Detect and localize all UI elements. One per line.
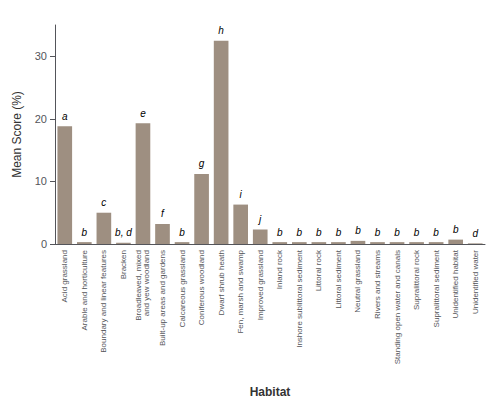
svg-text:0: 0 xyxy=(41,238,47,250)
svg-text:Built-up areas and gardens: Built-up areas and gardens xyxy=(158,250,167,346)
svg-text:Calcareous grassland: Calcareous grassland xyxy=(178,250,187,327)
svg-text:Supralittoral sediment: Supralittoral sediment xyxy=(432,249,441,327)
svg-text:g: g xyxy=(199,158,205,169)
svg-text:Unidentified habitat: Unidentified habitat xyxy=(451,249,460,318)
svg-text:Dwarf shrub heath: Dwarf shrub heath xyxy=(217,250,226,315)
svg-text:j: j xyxy=(257,214,262,225)
svg-text:b: b xyxy=(82,227,88,238)
svg-text:b: b xyxy=(414,227,420,238)
svg-text:Fen, marsh and swamp: Fen, marsh and swamp xyxy=(236,249,245,333)
svg-text:b: b xyxy=(375,227,381,238)
svg-text:b: b xyxy=(394,227,400,238)
svg-text:Broadleaved, mixed: Broadleaved, mixed xyxy=(134,250,144,321)
svg-text:a: a xyxy=(62,111,68,122)
svg-text:c: c xyxy=(101,197,106,208)
svg-text:Habitat: Habitat xyxy=(250,385,291,399)
svg-text:b: b xyxy=(316,227,322,238)
svg-text:10: 10 xyxy=(35,175,47,187)
svg-text:d: d xyxy=(472,228,478,239)
svg-text:20: 20 xyxy=(35,113,47,125)
svg-text:Unidentified water: Unidentified water xyxy=(471,250,480,314)
svg-text:Littoral sediment: Littoral sediment xyxy=(334,249,343,308)
svg-text:b: b xyxy=(277,227,283,238)
svg-text:b: b xyxy=(433,227,439,238)
svg-text:b: b xyxy=(297,227,303,238)
svg-text:Bracken: Bracken xyxy=(119,250,128,279)
svg-text:h: h xyxy=(218,25,224,36)
svg-text:Inshore sublittoral sediment: Inshore sublittoral sediment xyxy=(295,249,304,348)
svg-text:Coniferous woodland: Coniferous woodland xyxy=(197,250,206,325)
svg-text:i: i xyxy=(240,189,243,200)
svg-text:Mean Score (%): Mean Score (%) xyxy=(10,91,24,178)
svg-text:Rivers and streams: Rivers and streams xyxy=(373,250,382,319)
svg-text:Boundary and linear features: Boundary and linear features xyxy=(99,250,108,353)
svg-text:b: b xyxy=(336,227,342,238)
svg-text:Standing open water and canals: Standing open water and canals xyxy=(393,250,402,364)
svg-text:Improved grassland: Improved grassland xyxy=(256,250,265,320)
svg-text:Inland rock: Inland rock xyxy=(275,249,284,289)
svg-text:Neutral grassland: Neutral grassland xyxy=(353,250,362,313)
svg-text:Supralittoral rock: Supralittoral rock xyxy=(412,249,421,310)
svg-text:b: b xyxy=(179,227,185,238)
svg-text:e: e xyxy=(140,108,146,119)
svg-text:b, d: b, d xyxy=(115,227,132,238)
svg-text:b: b xyxy=(453,224,459,235)
svg-text:Arable and horticulture: Arable and horticulture xyxy=(80,249,89,330)
svg-text:f: f xyxy=(161,208,165,219)
svg-text:and yew woodland: and yew woodland xyxy=(142,250,151,316)
svg-text:Acid grassland: Acid grassland xyxy=(60,250,69,302)
svg-text:Littoral rock: Littoral rock xyxy=(314,249,323,291)
svg-text:b: b xyxy=(355,225,361,236)
svg-text:30: 30 xyxy=(35,50,47,62)
